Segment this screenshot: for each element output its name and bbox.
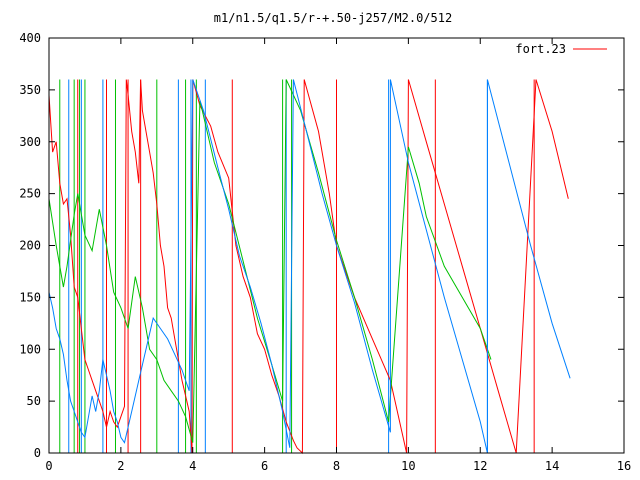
y-tick-label: 0 (34, 446, 41, 460)
x-tick-label: 10 (401, 459, 415, 473)
x-tick-label: 12 (473, 459, 487, 473)
axes: 0 2 4 6 8 10 12 14 16 0 50 100 150 200 250 300 350 400 (19, 31, 631, 473)
y-tick-label: 250 (19, 187, 41, 201)
legend: fort.23 (515, 42, 607, 56)
series-line-3 (48, 79, 571, 454)
x-tick-label: 6 (261, 459, 268, 473)
y-tick-label: 200 (19, 239, 41, 253)
x-tick-label: 0 (45, 459, 52, 473)
y-tick-label: 100 (19, 342, 41, 356)
x-tick-label: 8 (333, 459, 340, 473)
plot-area (48, 79, 571, 455)
y-tick-label: 350 (19, 83, 41, 97)
x-tick-label: 4 (189, 459, 196, 473)
y-tick-label: 300 (19, 135, 41, 149)
series-line-2 (48, 79, 492, 443)
y-tick-label: 400 (19, 31, 41, 45)
series-line-1 (48, 79, 569, 455)
y-tick-label: 50 (27, 394, 41, 408)
x-tick-label: 2 (117, 459, 124, 473)
legend-label: fort.23 (515, 42, 566, 56)
y-tick-label: 150 (19, 290, 41, 304)
x-tick-label: 14 (545, 459, 559, 473)
chart-title: m1/n1.5/q1.5/r-+.50-j257/M2.0/512 (214, 11, 452, 25)
x-tick-label: 16 (617, 459, 631, 473)
